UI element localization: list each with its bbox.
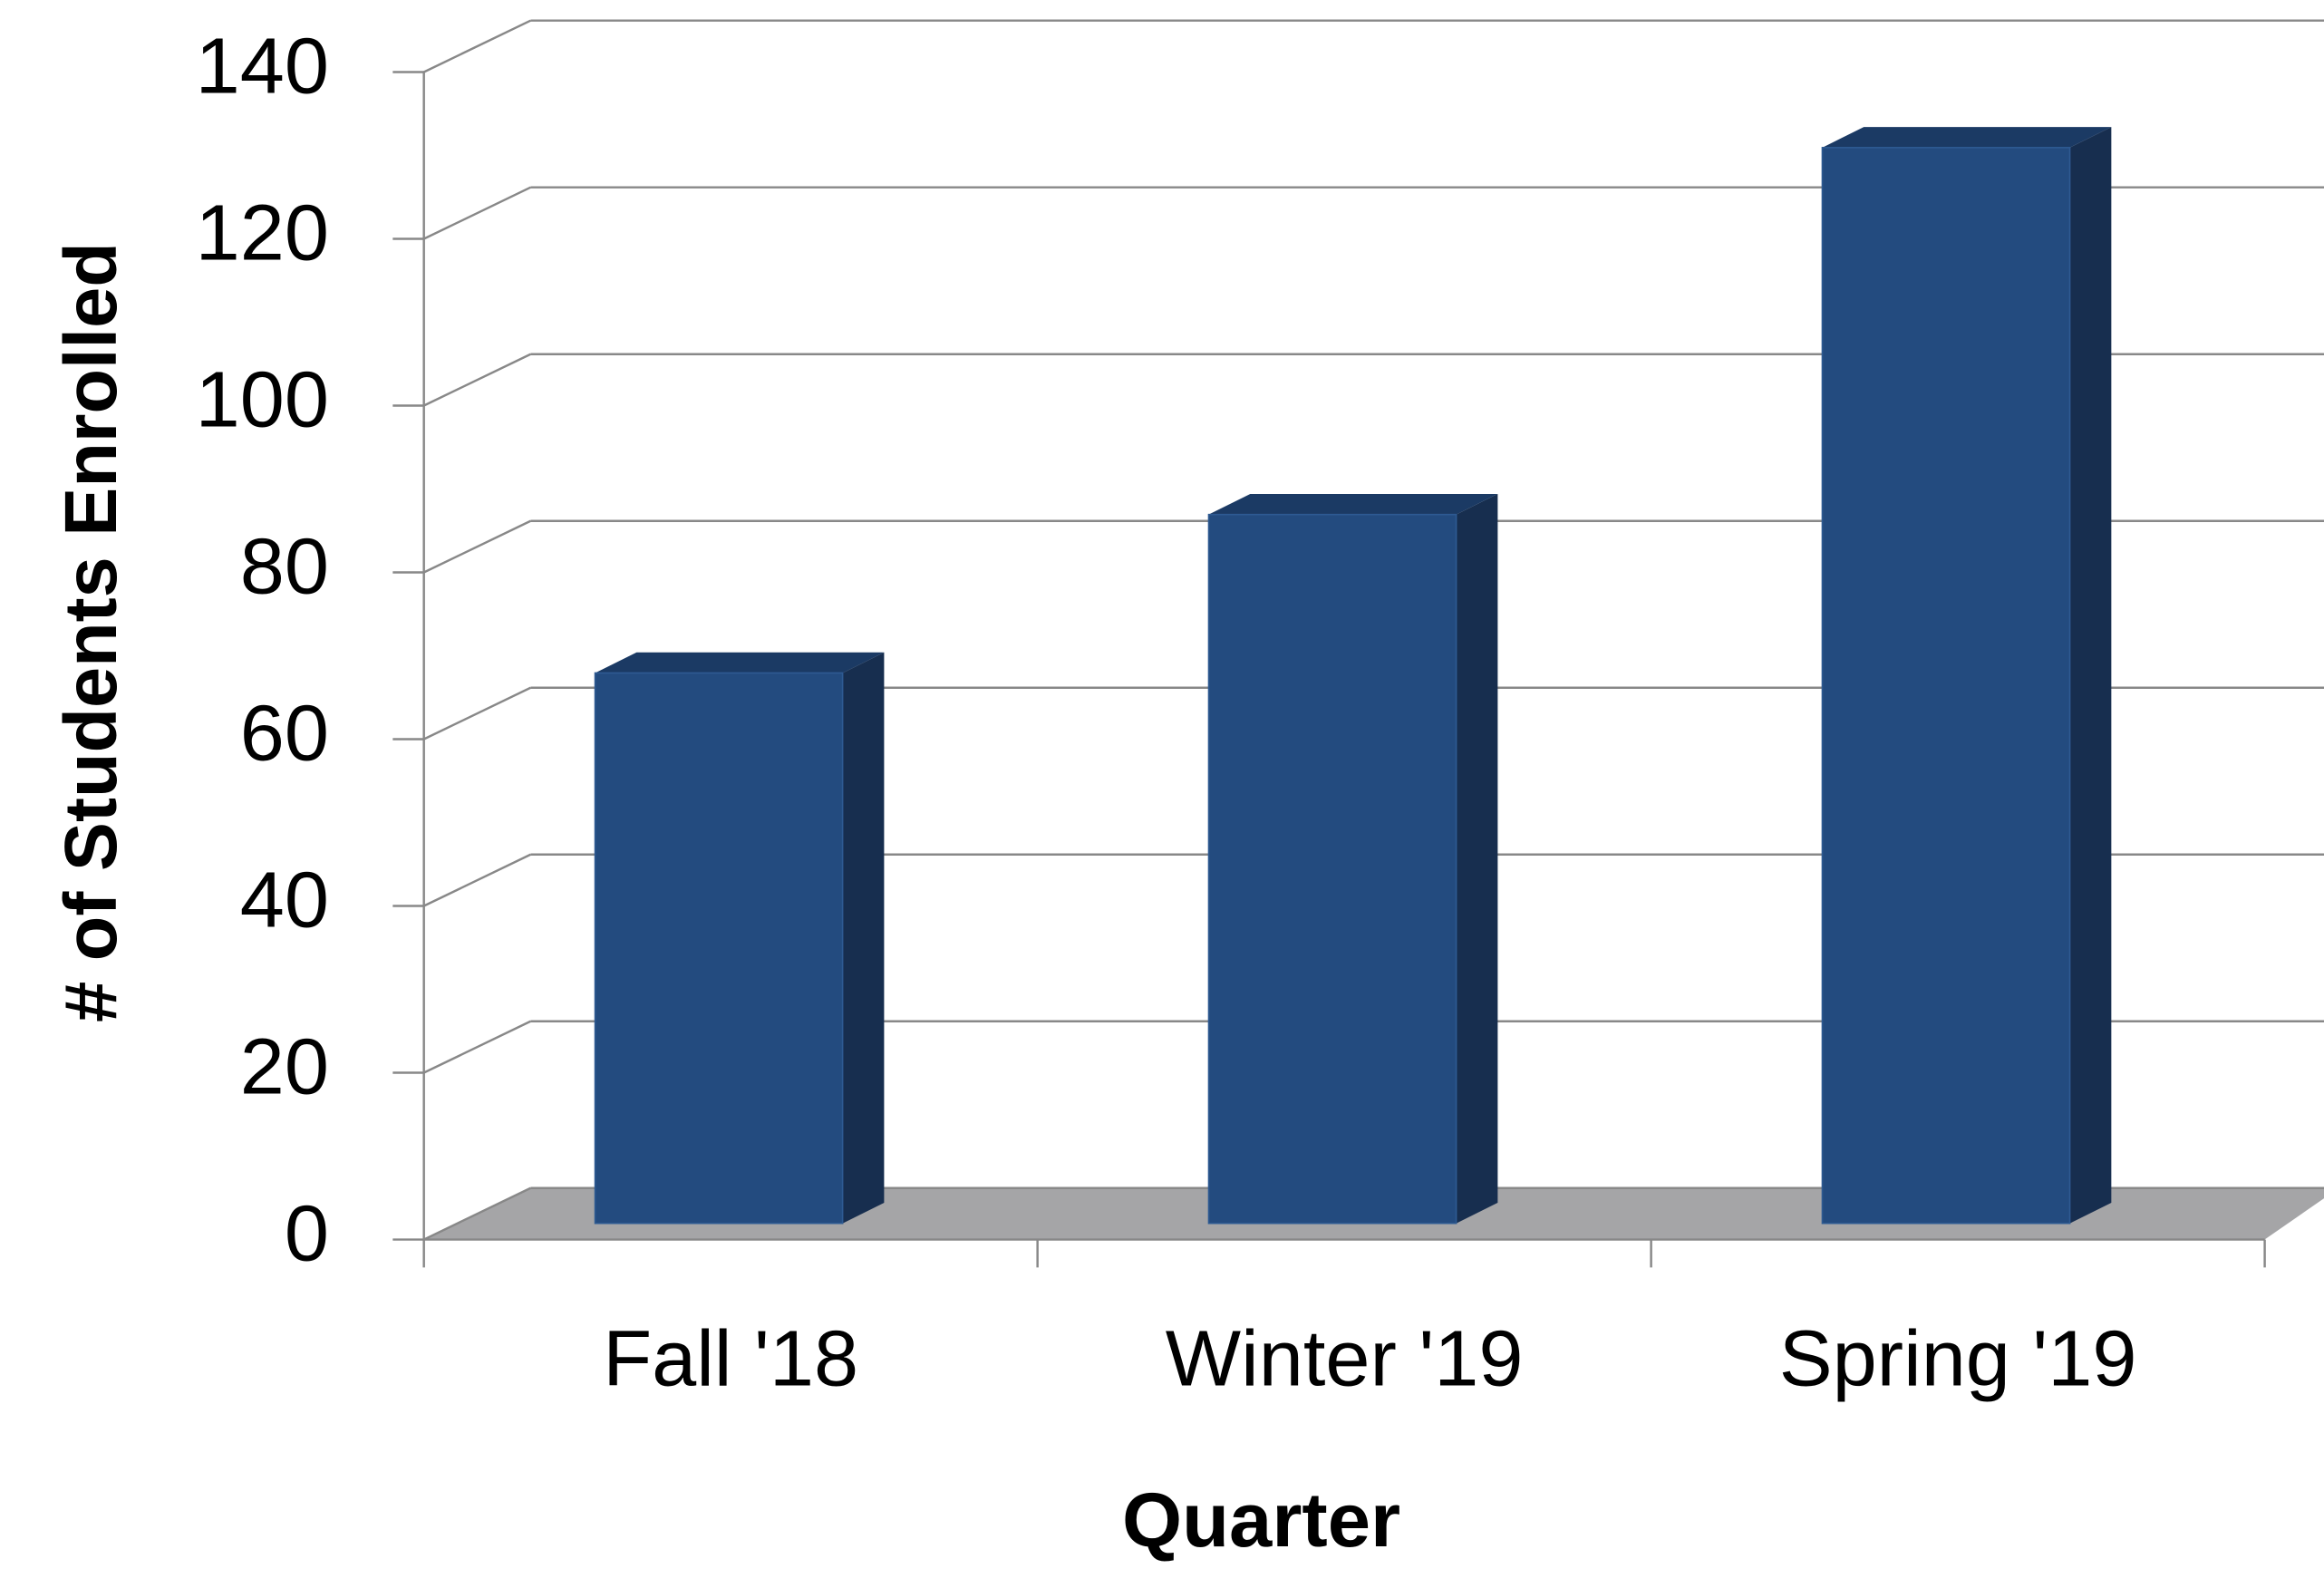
x-tick-label: Spring '19 <box>1779 1313 2137 1403</box>
grid-line-side <box>423 686 531 741</box>
y-tick-label: 140 <box>196 21 329 111</box>
grid-line-side <box>423 186 531 240</box>
grid-line-side <box>423 519 531 574</box>
y-tick-label: 40 <box>240 855 329 944</box>
y-tick-label: 100 <box>196 354 329 444</box>
x-tick-label: Winter '19 <box>1166 1313 1524 1403</box>
y-tick-label: 0 <box>285 1188 329 1278</box>
y-tick-label: 120 <box>196 188 329 277</box>
bar <box>1207 513 1457 1225</box>
y-tick-label: 60 <box>240 688 329 778</box>
grid-line-side <box>423 1020 531 1074</box>
x-axis-title: Quarter <box>1122 1477 1400 1563</box>
y-tick-label: 80 <box>240 521 329 611</box>
bar-top <box>1208 493 1498 515</box>
bar <box>1821 147 2071 1225</box>
bar-top <box>1822 127 2112 148</box>
grid-line-side <box>423 1186 531 1241</box>
x-tick-label: Fall '18 <box>603 1313 858 1403</box>
bar <box>594 672 844 1225</box>
grid-line-side <box>423 853 531 907</box>
bar-top <box>595 652 885 673</box>
y-axis-title: # of Students Enrolled <box>50 242 132 1022</box>
bar-side <box>842 652 885 1224</box>
bar-side <box>2069 127 2112 1224</box>
bar-side <box>1456 493 1498 1224</box>
grid-line-side <box>423 19 531 73</box>
y-tick-label: 20 <box>240 1022 329 1111</box>
grid-line-side <box>423 353 531 407</box>
